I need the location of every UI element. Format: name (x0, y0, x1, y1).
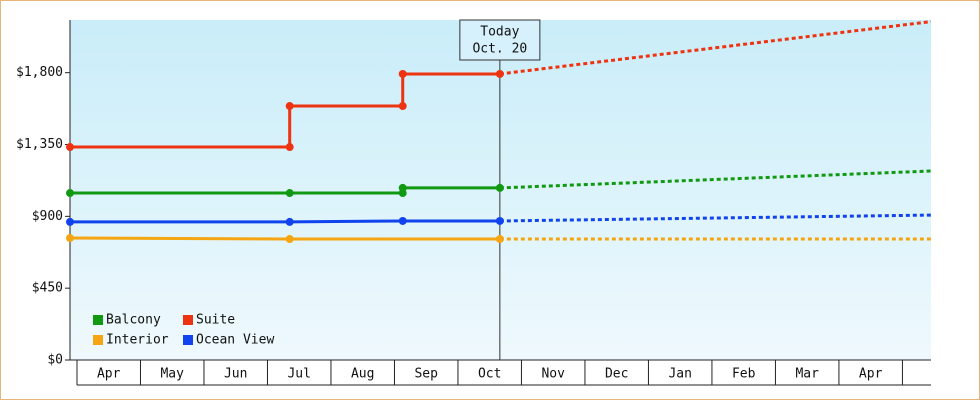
legend-swatch (183, 315, 193, 325)
point (285, 102, 294, 111)
point (66, 143, 74, 152)
today-label: Oct. 20 (472, 42, 527, 57)
point (398, 102, 407, 111)
point (495, 183, 504, 192)
forecast-line (499, 169, 932, 190)
point (398, 183, 407, 192)
series-line (70, 72, 500, 149)
point (285, 235, 294, 244)
point (398, 216, 407, 225)
y-tick-label: $1,800 (16, 65, 63, 80)
x-tick-label: Oct (478, 367, 501, 382)
x-tick-label: Dec (605, 367, 628, 382)
series-line (69, 236, 500, 241)
forecast-line (499, 20, 932, 76)
y-tick-label: $0 (47, 353, 63, 368)
legend-swatch (93, 335, 103, 345)
legend-label: Suite (196, 313, 235, 328)
x-tick-label: Apr (859, 367, 883, 382)
point (495, 216, 504, 225)
y-tick-label: $900 (32, 209, 63, 224)
x-tick-label: Apr (97, 367, 121, 382)
forecast-line (499, 213, 932, 223)
legend-swatch (183, 335, 193, 345)
x-tick-label: Aug (351, 367, 374, 382)
legend-label: Ocean View (196, 333, 274, 348)
x-tick-label: May (160, 367, 184, 382)
x-tick-label: Nov (541, 367, 565, 382)
x-tick-label: Jul (287, 367, 310, 382)
y-tick-label: $450 (32, 281, 63, 296)
point (495, 235, 504, 244)
legend-label: Interior (106, 333, 169, 348)
x-tick-label: Mar (795, 367, 819, 382)
point (285, 143, 294, 152)
point (66, 189, 74, 198)
point (285, 189, 294, 198)
point (398, 69, 407, 78)
x-tick-label: Sep (414, 367, 438, 382)
point (285, 217, 294, 226)
point (495, 69, 504, 78)
today-label: Today (480, 25, 519, 40)
y-tick-label: $1,350 (16, 137, 63, 152)
legend-label: Balcony (106, 313, 161, 328)
point (66, 234, 74, 243)
legend-swatch (93, 315, 103, 325)
x-tick-label: Feb (732, 367, 756, 382)
point (66, 217, 74, 226)
x-tick-label: Jan (668, 367, 691, 382)
x-tick-label: Jun (224, 367, 247, 382)
today-box (459, 19, 541, 61)
series-line (70, 219, 500, 224)
